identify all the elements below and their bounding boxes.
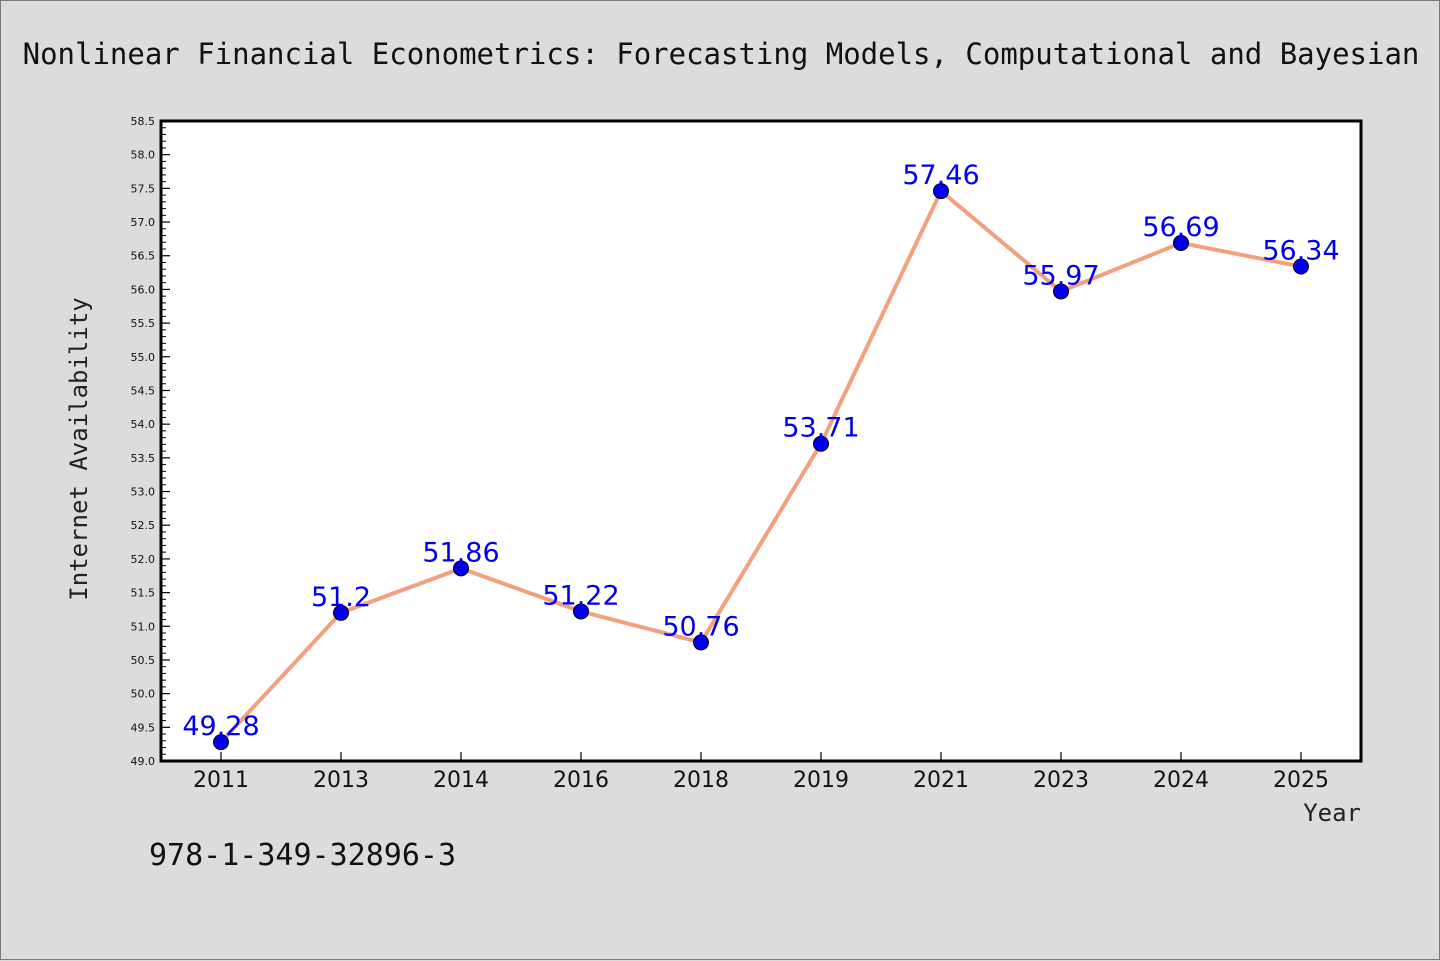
data-label: 51.22 <box>542 580 619 611</box>
y-tick-label: 49.5 <box>131 721 156 734</box>
x-tick-label: 2016 <box>553 768 609 793</box>
x-tick-label: 2024 <box>1153 768 1209 793</box>
data-point <box>333 604 349 621</box>
y-tick-label: 50.5 <box>131 654 156 667</box>
series-markers <box>213 183 1309 751</box>
y-tick-label: 55.0 <box>131 351 156 364</box>
y-tick-label: 58.5 <box>131 115 156 128</box>
data-point <box>693 634 709 651</box>
plot-area <box>159 119 1363 763</box>
x-tick-label: 2025 <box>1273 768 1329 793</box>
y-tick-label: 54.5 <box>131 384 156 397</box>
data-label: 51.86 <box>422 537 499 568</box>
data-label: 53.71 <box>782 413 859 444</box>
y-tick-label: 56.0 <box>131 283 156 296</box>
data-label: 56.34 <box>1262 236 1339 267</box>
x-tick-label: 2013 <box>313 768 369 793</box>
y-tick-label: 51.5 <box>131 587 156 600</box>
data-label: 57.46 <box>902 160 979 191</box>
y-tick-label: 51.0 <box>131 620 156 633</box>
y-tick-label: 55.5 <box>131 317 156 330</box>
x-axis: 2011 2013 2014 2016 2018 2019 2021 2023 2024 2025 <box>193 752 1329 793</box>
data-label: 56.69 <box>1142 212 1219 243</box>
data-point <box>573 603 589 620</box>
y-axis: 49.0 49.5 50.0 50.5 51.0 51.5 52.0 52.5 53.0 53.5… <box>131 115 170 768</box>
x-tick-label: 2019 <box>793 768 849 793</box>
data-point <box>1053 283 1069 300</box>
y-tick-label: 52.0 <box>131 553 156 566</box>
y-tick-label: 57.0 <box>131 216 156 229</box>
y-tick-label: 52.5 <box>131 519 156 532</box>
y-tick-label: 54.0 <box>131 418 156 431</box>
y-tick-label: 53.0 <box>131 486 156 499</box>
data-point <box>1173 234 1189 251</box>
data-label: 51.2 <box>311 582 371 613</box>
data-point <box>213 734 229 751</box>
series-line <box>219 189 1302 744</box>
data-label: 49.28 <box>182 711 259 742</box>
data-labels: 49.28 51.2 51.86 51.22 50.76 53.71 57.46 55.97 5… <box>182 160 1339 742</box>
x-tick-label: 2014 <box>433 768 489 793</box>
y-tick-label: 49.0 <box>131 755 156 768</box>
x-tick-label: 2018 <box>673 768 729 793</box>
chart-title: Nonlinear Financial Econometrics: Foreca… <box>23 37 1420 71</box>
x-tick-label: 2011 <box>193 768 249 793</box>
data-point <box>813 435 829 452</box>
y-tick-label: 58.0 <box>131 149 156 162</box>
data-label: 50.76 <box>662 611 739 642</box>
isbn-caption: 978-1-349-32896-3 <box>149 838 456 873</box>
y-tick-label: 57.5 <box>131 182 156 195</box>
y-tick-label: 53.5 <box>131 452 156 465</box>
y-axis-label: Internet Availability <box>65 297 93 600</box>
y-tick-label: 56.5 <box>131 250 156 263</box>
y-tick-label: 50.0 <box>131 688 156 701</box>
data-label: 55.97 <box>1022 260 1099 291</box>
data-point <box>933 183 949 200</box>
x-axis-label: Year <box>1303 799 1361 827</box>
x-tick-label: 2023 <box>1033 768 1089 793</box>
x-tick-label: 2021 <box>913 768 969 793</box>
data-point <box>453 560 469 577</box>
data-point <box>1293 258 1309 275</box>
